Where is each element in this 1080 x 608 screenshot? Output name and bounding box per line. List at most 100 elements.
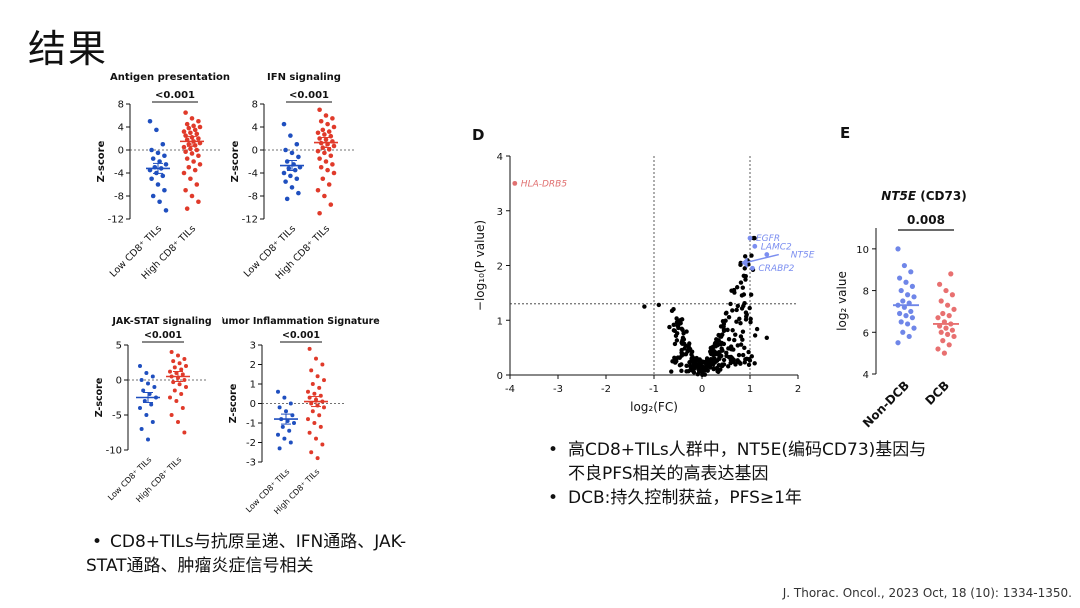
- data-point: [196, 199, 201, 205]
- gene-name: NT5E: [881, 189, 920, 203]
- y-tick-label: 2: [497, 262, 503, 273]
- data-point: [943, 325, 949, 331]
- data-point: [155, 182, 161, 187]
- data-point: [184, 385, 188, 389]
- data-point: [742, 266, 747, 271]
- data-point: [712, 356, 717, 362]
- data-point: [740, 352, 746, 358]
- data-point: [149, 147, 154, 153]
- data-point: [742, 345, 747, 351]
- y-tick-label: 4: [497, 152, 503, 163]
- data-point: [181, 129, 187, 134]
- data-point: [277, 446, 282, 451]
- left-bullet-list: • CD8+TILs与抗原呈递、IFN通路、JAK- STAT通路、肿瘤炎症信号相…: [86, 530, 432, 578]
- data-point: [177, 382, 182, 387]
- slide-title: 结果: [28, 27, 109, 71]
- data-point: [731, 347, 736, 352]
- data-point: [171, 359, 176, 364]
- data-point: [176, 353, 180, 358]
- data-point: [289, 150, 295, 156]
- data-point: [184, 156, 190, 161]
- data-point: [276, 389, 280, 394]
- data-point: [740, 329, 746, 334]
- data-point: [179, 367, 184, 372]
- data-point: [184, 364, 188, 368]
- y-tick-label: 10: [856, 245, 869, 256]
- data-point: [897, 310, 903, 317]
- data-point: [285, 419, 290, 424]
- data-point: [736, 352, 742, 358]
- data-point: [671, 322, 676, 328]
- data-point: [317, 413, 322, 418]
- data-point: [281, 170, 287, 176]
- x-tick-label: 0: [699, 384, 705, 395]
- data-point: [138, 364, 142, 368]
- data-point: [160, 173, 166, 179]
- data-point: [730, 308, 735, 313]
- data-point: [674, 316, 679, 321]
- data-point: [290, 413, 295, 418]
- p-value-label: <0.001: [289, 90, 329, 101]
- data-point: [162, 187, 167, 193]
- data-point: [318, 164, 324, 170]
- data-point: [192, 143, 198, 148]
- data-point: [174, 399, 179, 403]
- data-point: [287, 428, 292, 433]
- data-point: [738, 320, 743, 326]
- data-point: [741, 273, 746, 279]
- data-point: [698, 360, 703, 365]
- data-point: [288, 173, 293, 179]
- y-tick-label: 4: [863, 370, 869, 381]
- data-point: [946, 342, 952, 348]
- data-point: [168, 395, 172, 400]
- p-value-label: 0.008: [907, 213, 945, 227]
- data-point: [141, 388, 146, 393]
- data-point: [726, 346, 731, 351]
- data-point: [671, 307, 676, 312]
- data-point: [331, 124, 337, 130]
- data-point: [940, 310, 946, 317]
- data-point: [940, 338, 946, 344]
- y-tick-label: 5: [116, 341, 122, 352]
- data-point: [317, 107, 322, 113]
- data-point: [317, 136, 322, 141]
- data-point: [280, 424, 285, 429]
- highlighted-gene-point: [752, 243, 758, 249]
- data-point: [322, 378, 326, 383]
- data-point: [906, 333, 912, 340]
- data-point: [325, 121, 330, 127]
- data-point: [183, 149, 188, 155]
- data-point: [678, 320, 683, 326]
- data-point: [764, 335, 769, 340]
- data-point: [191, 123, 196, 129]
- data-point: [895, 246, 901, 252]
- data-point: [294, 141, 300, 147]
- data-point: [723, 318, 728, 323]
- data-point: [307, 346, 312, 351]
- data-point: [326, 182, 332, 187]
- data-point: [949, 327, 955, 333]
- data-point: [180, 406, 185, 410]
- y-tick-label: -2: [246, 438, 256, 449]
- data-point: [715, 369, 720, 374]
- data-point: [163, 162, 169, 167]
- data-point: [317, 156, 322, 161]
- data-point: [314, 356, 318, 361]
- y-tick-label: 0: [250, 399, 256, 410]
- data-point: [951, 333, 957, 340]
- data-point: [676, 325, 681, 331]
- data-point: [677, 355, 682, 360]
- data-point: [740, 337, 745, 342]
- p-value-label: <0.001: [155, 90, 195, 101]
- data-point: [309, 401, 314, 406]
- data-point: [732, 337, 737, 343]
- data-point: [197, 124, 203, 130]
- data-point: [328, 202, 334, 207]
- data-point: [686, 369, 691, 374]
- data-point: [746, 362, 752, 368]
- data-point: [314, 436, 318, 441]
- data-point: [905, 321, 911, 327]
- data-point: [937, 281, 943, 287]
- data-point: [948, 271, 954, 277]
- data-point: [901, 262, 907, 269]
